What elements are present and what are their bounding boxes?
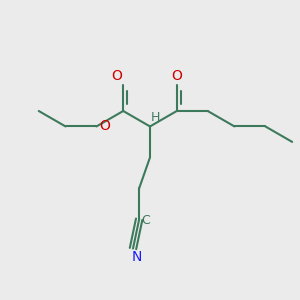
Text: O: O bbox=[171, 70, 182, 83]
Text: H: H bbox=[150, 110, 160, 124]
Text: O: O bbox=[111, 70, 122, 83]
Text: N: N bbox=[131, 250, 142, 264]
Text: O: O bbox=[99, 119, 110, 134]
Text: C: C bbox=[141, 214, 150, 227]
